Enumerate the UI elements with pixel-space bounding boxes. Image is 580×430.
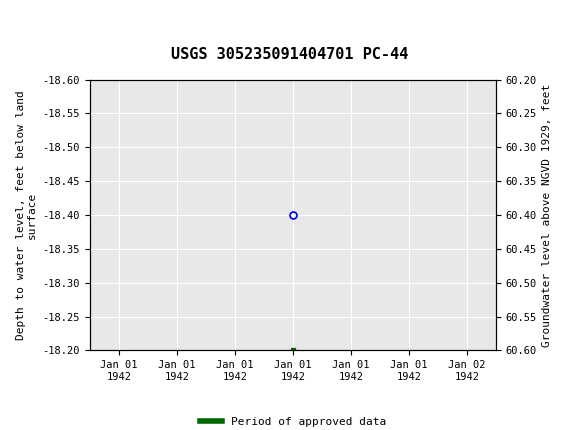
- Y-axis label: Groundwater level above NGVD 1929, feet: Groundwater level above NGVD 1929, feet: [542, 83, 552, 347]
- Y-axis label: Depth to water level, feet below land
surface: Depth to water level, feet below land su…: [16, 90, 37, 340]
- Legend: Period of approved data: Period of approved data: [195, 413, 390, 430]
- Text: ≈USGS: ≈USGS: [9, 10, 63, 28]
- Text: USGS 305235091404701 PC-44: USGS 305235091404701 PC-44: [171, 47, 409, 62]
